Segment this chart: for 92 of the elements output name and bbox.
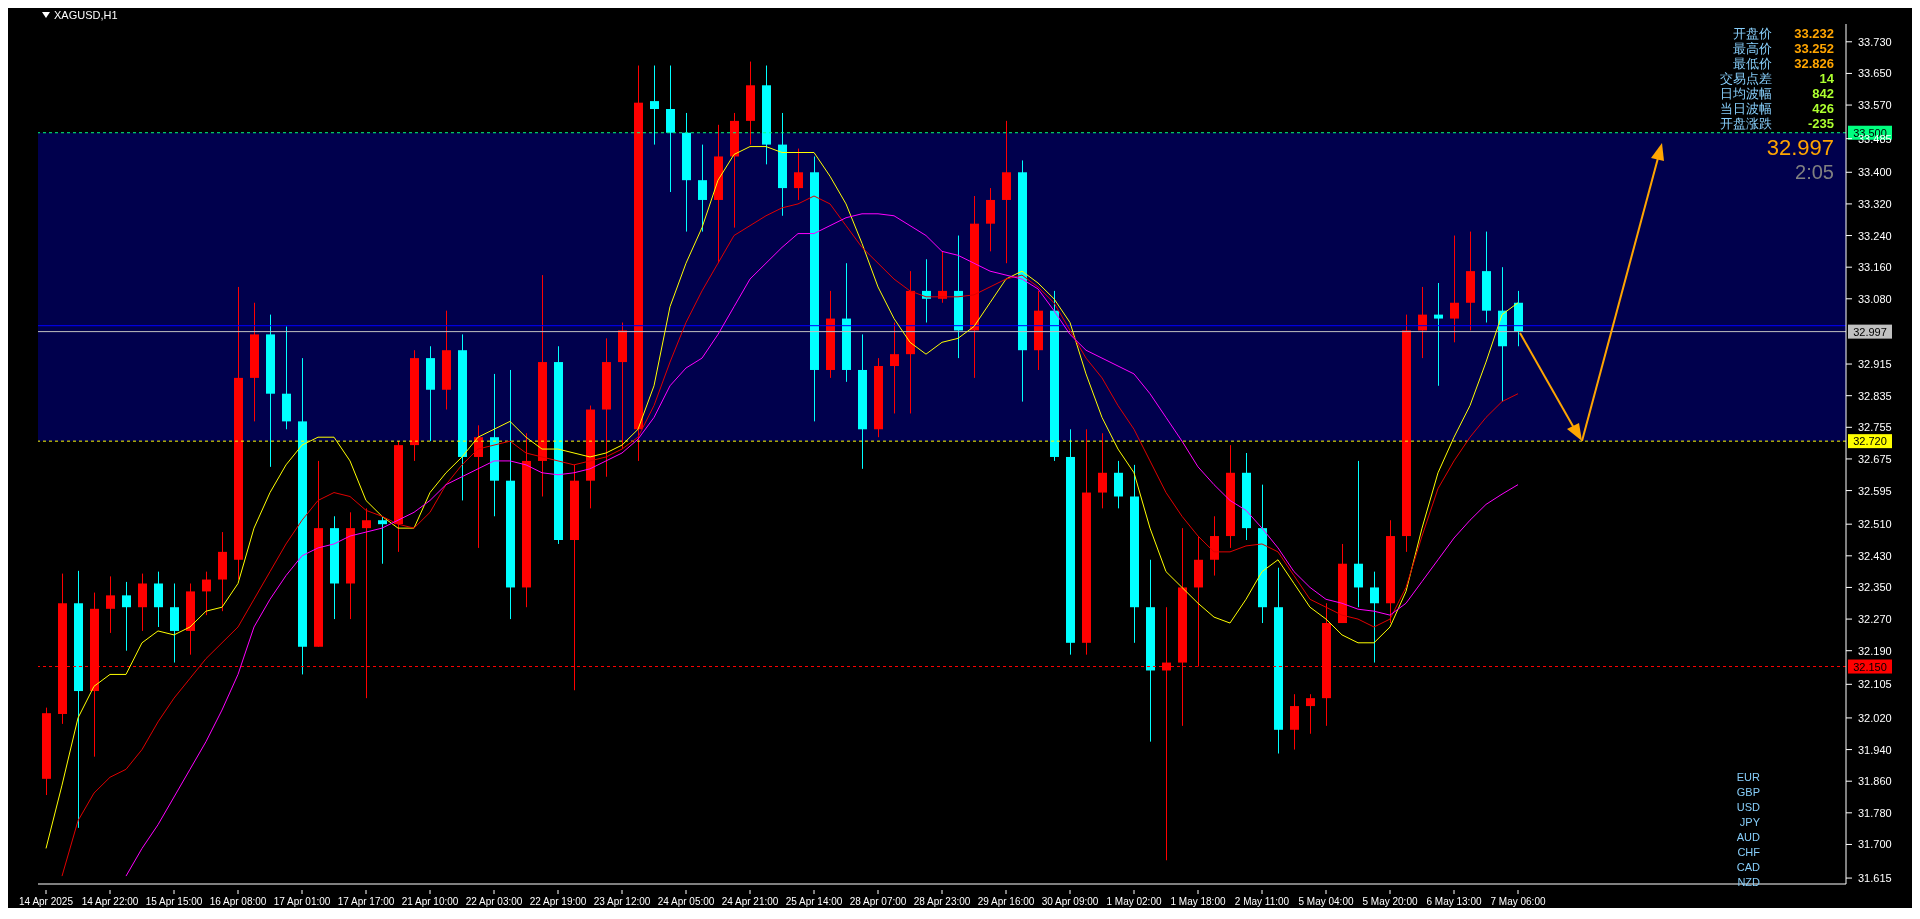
candlestick [650, 65, 659, 146]
x-tick-label: 17 Apr 01:00 [273, 896, 331, 907]
ref-line-label: 32.997 [1853, 325, 1887, 338]
x-tick-label: 22 Apr 19:00 [529, 896, 587, 907]
candlestick [170, 582, 179, 664]
x-tick-label: 6 May 13:00 [1426, 896, 1482, 907]
x-tick-label: 21 Apr 10:00 [401, 896, 459, 907]
x-tick-label: 1 May 18:00 [1170, 896, 1226, 907]
y-tick-label: 32.755 [1858, 421, 1892, 434]
candlestick [106, 575, 115, 634]
annotation: EUR [1736, 770, 1760, 785]
candlestick [378, 515, 387, 565]
annotation: CHF [1736, 845, 1760, 860]
candlestick [794, 148, 803, 201]
x-tick-label: 29 Apr 16:00 [977, 896, 1035, 907]
candlestick [202, 571, 211, 616]
candlestick [1210, 515, 1219, 577]
y-tick-label: 33.570 [1858, 99, 1892, 112]
candlestick [666, 65, 675, 193]
annotation: JPY [1738, 815, 1760, 830]
y-tick-label: 33.080 [1858, 292, 1892, 305]
x-tick-label: 28 Apr 23:00 [913, 896, 971, 907]
x-tick-label: 1 May 02:00 [1106, 896, 1162, 907]
y-tick-label: 33.730 [1858, 35, 1892, 48]
candlestick [138, 573, 147, 632]
candlestick [890, 322, 899, 414]
y-tick-label: 33.650 [1858, 67, 1892, 80]
x-tick-label: 14 Apr 2025 [19, 896, 74, 907]
x-tick-label: 22 Apr 03:00 [465, 896, 523, 907]
text: 日均波幅 842 [1720, 86, 1834, 101]
y-tick-label: 31.940 [1858, 743, 1892, 756]
text: 开盘涨跌 -235 [1720, 116, 1834, 131]
y-tick-label: 33.400 [1858, 166, 1892, 179]
y-tick-label: 32.105 [1858, 678, 1892, 691]
text: 最高价 33.252 [1733, 41, 1834, 56]
y-tick-label: 31.860 [1858, 775, 1892, 788]
candlestick [1354, 460, 1363, 608]
candlestick [986, 187, 995, 252]
y-tick-label: 33.160 [1858, 261, 1892, 274]
annotation: CAD [1736, 860, 1760, 875]
x-tick-label: 14 Apr 22:00 [81, 896, 139, 907]
y-tick-label: 32.020 [1858, 711, 1892, 724]
y-tick-label: 31.615 [1858, 872, 1892, 885]
y-tick-label: 33.320 [1858, 197, 1892, 210]
candlestick [1114, 460, 1123, 509]
x-tick-label: 28 Apr 07:00 [849, 896, 907, 907]
candlestick [1370, 571, 1379, 664]
candlestick [122, 581, 131, 652]
candlestick [1306, 693, 1315, 735]
y-tick-label: 32.510 [1858, 518, 1892, 531]
y-tick-label: 32.430 [1858, 549, 1892, 562]
candlestick [698, 144, 707, 233]
y-tick-label: 31.780 [1858, 806, 1892, 819]
candlestick [1290, 693, 1299, 751]
ref-line-label: 32.150 [1853, 660, 1887, 673]
annotation: AUD [1736, 830, 1760, 845]
y-tick-label: 32.835 [1858, 389, 1892, 402]
x-tick-label: 2 May 11:00 [1234, 896, 1290, 907]
text: 交易点差 14 [1720, 71, 1834, 86]
y-tick-label: 32.190 [1858, 644, 1892, 657]
annotation: NZD [1736, 875, 1760, 890]
ref-line-label: 32.720 [1853, 435, 1887, 448]
y-tick-label: 31.700 [1858, 838, 1892, 851]
x-tick-label: 16 Apr 08:00 [209, 896, 267, 907]
y-tick-label: 32.675 [1858, 452, 1892, 465]
y-tick-label: 32.270 [1858, 613, 1892, 626]
y-tick-label: 32.350 [1858, 581, 1892, 594]
x-tick-label: 30 Apr 09:00 [1041, 896, 1099, 907]
text: 最低价 32.826 [1733, 56, 1834, 71]
text: 开盘价 33.232 [1733, 26, 1834, 41]
annotation: GBP [1736, 785, 1760, 800]
x-tick-label: 5 May 04:00 [1298, 896, 1354, 907]
x-tick-label: 23 Apr 12:00 [593, 896, 651, 907]
annotation: 2:05 [1794, 161, 1834, 183]
annotation: USD [1736, 800, 1760, 815]
candlestick [1434, 282, 1443, 387]
candlestick [1098, 432, 1107, 509]
x-tick-label: 7 May 06:00 [1490, 896, 1546, 907]
x-tick-label: 25 Apr 14:00 [785, 896, 843, 907]
x-tick-label: 24 Apr 21:00 [721, 896, 779, 907]
x-tick-label: 17 Apr 17:00 [337, 896, 395, 907]
candlestick [154, 571, 163, 628]
x-tick-label: 15 Apr 15:00 [145, 896, 203, 907]
x-tick-label: 5 May 20:00 [1362, 896, 1418, 907]
chart-title: XAGUSD,H1 [54, 9, 118, 21]
y-tick-label: 32.595 [1858, 484, 1892, 497]
text: 当日波幅 426 [1720, 101, 1834, 116]
candlestick [1450, 235, 1459, 343]
y-tick-label: 33.240 [1858, 229, 1892, 242]
annotation: 32.997 [1765, 135, 1834, 161]
y-tick-label: 32.915 [1858, 358, 1892, 371]
x-tick-label: 24 Apr 05:00 [657, 896, 715, 907]
